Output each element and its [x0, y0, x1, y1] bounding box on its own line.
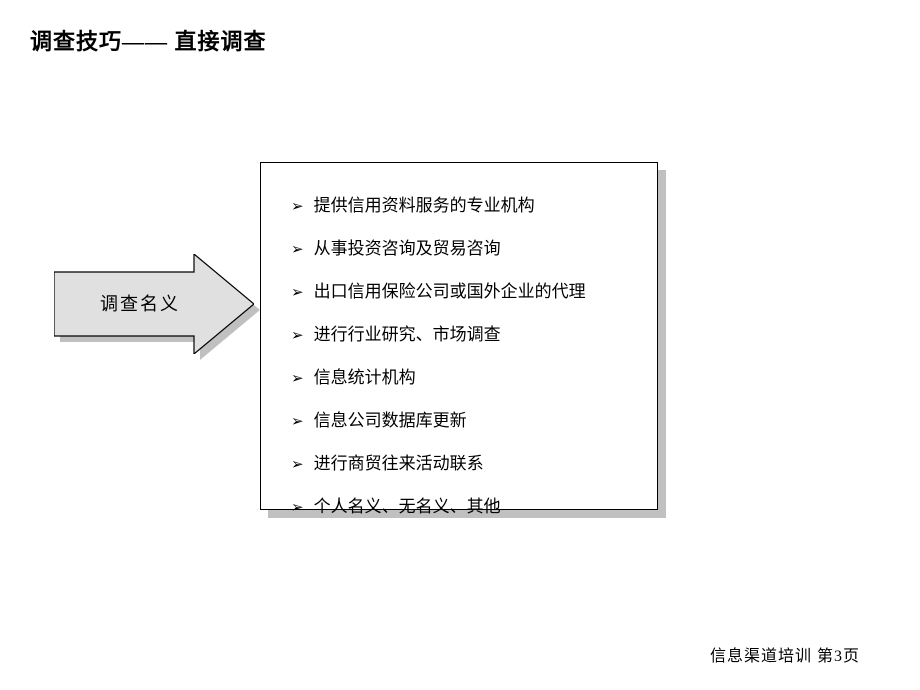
chevron-right-icon: ➢	[291, 326, 304, 345]
slide-title: 调查技巧—— 直接调查	[30, 24, 267, 56]
chevron-right-icon: ➢	[291, 455, 304, 474]
list-item: ➢ 个人名义、无名义、其他	[291, 492, 633, 517]
chevron-right-icon: ➢	[291, 197, 304, 216]
bullet-text: 从事投资咨询及贸易咨询	[314, 234, 501, 259]
list-item: ➢ 进行商贸往来活动联系	[291, 449, 633, 474]
list-item: ➢ 出口信用保险公司或国外企业的代理	[291, 277, 633, 302]
chevron-right-icon: ➢	[291, 240, 304, 259]
bullet-text: 信息公司数据库更新	[314, 406, 467, 431]
list-item: ➢ 信息公司数据库更新	[291, 406, 633, 431]
chevron-right-icon: ➢	[291, 369, 304, 388]
arrow-label: 调查名义	[80, 290, 200, 316]
list-item: ➢ 进行行业研究、市场调查	[291, 320, 633, 345]
bullet-text: 进行行业研究、市场调查	[314, 320, 501, 345]
chevron-right-icon: ➢	[291, 498, 304, 517]
list-item: ➢ 提供信用资料服务的专业机构	[291, 191, 633, 216]
list-item: ➢ 信息统计机构	[291, 363, 633, 388]
chevron-right-icon: ➢	[291, 412, 304, 431]
bullet-text: 提供信用资料服务的专业机构	[314, 191, 535, 216]
bullet-list: ➢ 提供信用资料服务的专业机构 ➢ 从事投资咨询及贸易咨询 ➢ 出口信用保险公司或国外…	[291, 191, 633, 517]
list-item: ➢ 从事投资咨询及贸易咨询	[291, 234, 633, 259]
slide-footer: 信息渠道培训 第3页	[710, 642, 860, 666]
chevron-right-icon: ➢	[291, 283, 304, 302]
content-box: ➢ 提供信用资料服务的专业机构 ➢ 从事投资咨询及贸易咨询 ➢ 出口信用保险公司或国外…	[260, 162, 658, 510]
bullet-text: 出口信用保险公司或国外企业的代理	[314, 277, 586, 302]
bullet-text: 个人名义、无名义、其他	[314, 492, 501, 517]
bullet-text: 信息统计机构	[314, 363, 416, 388]
bullet-text: 进行商贸往来活动联系	[314, 449, 484, 474]
